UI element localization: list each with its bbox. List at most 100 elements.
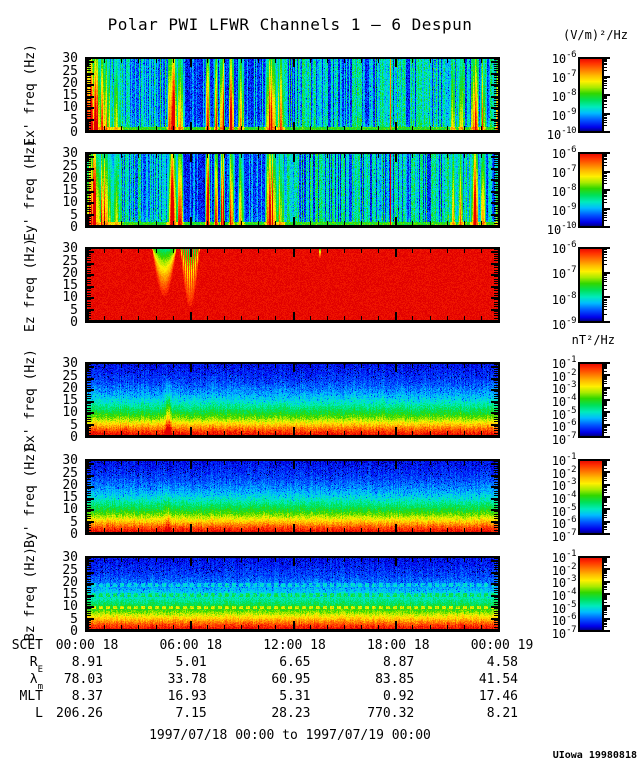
- y-tick-label: 25: [62, 368, 78, 384]
- y-tick-label: 5: [70, 611, 78, 627]
- ephemeris-row-label-r: RE: [29, 655, 43, 675]
- colorbar-tick-label: 10-3: [551, 477, 577, 494]
- y-tick-label: 15: [62, 393, 78, 409]
- ephemeris-row-label-mlt: MLT: [19, 689, 43, 704]
- y-tick-label: 5: [70, 514, 78, 530]
- colorbar-tick-label: 10-8: [551, 183, 577, 199]
- y-tick-label: 30: [62, 453, 78, 469]
- colorbar-canvas-ex: [578, 57, 612, 133]
- colorbar-tick-label: 10-6: [551, 515, 577, 532]
- colorbar-tick-label: 10-5: [551, 599, 577, 616]
- y-tick-label: 20: [62, 380, 78, 396]
- spectrogram-canvas-by: [85, 459, 500, 535]
- y-tick-label: 30: [62, 51, 78, 67]
- spectrogram-canvas-bx: [85, 362, 500, 438]
- y-tick-label: 5: [70, 417, 78, 433]
- colorbar-tick-label: 10-4: [551, 393, 577, 409]
- y-tick-label: 0: [70, 430, 78, 445]
- colorbar-tick-label: 10-10: [546, 221, 577, 237]
- y-tick-label: 25: [62, 465, 78, 481]
- y-tick-label: 10: [62, 100, 78, 116]
- colorbar-canvas-by: [578, 459, 612, 535]
- ephemeris-value: 17.46: [478, 689, 518, 704]
- date-range-label: 1997/07/18 00:00 to 1997/07/19 00:00: [149, 728, 431, 743]
- y-tick-label: 5: [70, 207, 78, 223]
- colorbar-tick-label: 10-9: [551, 202, 577, 218]
- colorbar-tick-label: 10-7: [551, 265, 577, 282]
- ephemeris-value: 8.21: [486, 706, 518, 721]
- y-tick-label: 0: [70, 220, 78, 235]
- ephemeris-value: 770.32: [367, 706, 415, 721]
- electric-units-label: (V/m)²/Hz: [562, 28, 628, 42]
- y-tick-label: 20: [62, 574, 78, 590]
- y-tick-label: 0: [70, 527, 78, 542]
- spectrogram-canvas-ez: [85, 247, 500, 323]
- plot-title: Polar PWI LFWR Channels 1 — 6 Despun: [107, 15, 473, 34]
- x-tick-label: 06:00 18: [159, 638, 223, 653]
- x-tick-label: 12:00 18: [263, 638, 326, 653]
- y-tick-label: 10: [62, 290, 78, 306]
- y-tick-label: 25: [62, 63, 78, 79]
- ephemeris-value: 4.58: [486, 655, 518, 670]
- ephemeris-value: 8.91: [71, 655, 103, 670]
- colorbar-tick-label: 10-6: [551, 50, 577, 66]
- ephemeris-value: 8.37: [71, 689, 103, 704]
- colorbar-canvas-ey: [578, 152, 612, 228]
- colorbar-tick-label: 10-1: [551, 452, 577, 468]
- x-tick-label: 18:00 18: [366, 638, 430, 653]
- ephemeris-row-label-l: L: [35, 706, 43, 721]
- colorbar-canvas-ez: [578, 247, 612, 323]
- colorbar-canvas-bz: [578, 556, 612, 632]
- y-tick-label: 10: [62, 405, 78, 421]
- colorbar-tick-label: 10-3: [551, 574, 577, 591]
- colorbar-canvas-bx: [578, 362, 612, 438]
- y-tick-label: 15: [62, 490, 78, 506]
- colorbar-tick-label: 10-1: [551, 549, 577, 565]
- y-tick-label: 20: [62, 170, 78, 186]
- ephemeris-value: 5.01: [175, 655, 207, 670]
- ephemeris-row-label-scet: SCET: [11, 638, 43, 653]
- colorbar-tick-label: 10-5: [551, 405, 577, 422]
- spectrogram-canvas-ex: [85, 57, 500, 133]
- y-tick-label: 0: [70, 624, 78, 639]
- y-tick-label: 10: [62, 195, 78, 211]
- colorbar-tick-label: 10-9: [551, 107, 577, 123]
- colorbar-tick-label: 10-8: [551, 290, 577, 307]
- ephemeris-value: 41.54: [478, 672, 518, 687]
- colorbar-tick-label: 10-2: [551, 367, 577, 384]
- colorbar-tick-label: 10-5: [551, 502, 577, 519]
- spectrogram-canvas-ey: [85, 152, 500, 228]
- y-tick-label: 5: [70, 302, 78, 318]
- ephemeris-value: 6.65: [279, 655, 311, 670]
- y-tick-label: 30: [62, 241, 78, 257]
- colorbar-tick-label: 10-7: [551, 431, 577, 447]
- y-tick-label: 5: [70, 112, 78, 128]
- colorbar-tick-label: 10-2: [551, 561, 577, 578]
- colorbar-tick-label: 10-6: [551, 418, 577, 435]
- y-tick-label: 30: [62, 146, 78, 162]
- ephemeris-value: 5.31: [279, 689, 311, 704]
- colorbar-tick-label: 10-6: [551, 145, 577, 161]
- colorbar-tick-label: 10-1: [551, 355, 577, 371]
- ephemeris-value: 83.85: [375, 672, 415, 687]
- credit-stamp: UIowa 19980818: [552, 750, 637, 761]
- colorbar-tick-label: 10-6: [551, 240, 577, 256]
- x-tick-label: 00:00 19: [470, 638, 534, 653]
- y-tick-label: 10: [62, 599, 78, 615]
- colorbar-tick-label: 10-4: [551, 587, 577, 603]
- ephemeris-value: 16.93: [167, 689, 207, 704]
- colorbar-tick-label: 10-7: [551, 69, 577, 85]
- x-tick-label: 00:00 18: [55, 638, 119, 653]
- colorbar-tick-label: 10-7: [551, 528, 577, 544]
- y-tick-label: 15: [62, 278, 78, 294]
- y-tick-label: 20: [62, 75, 78, 91]
- y-tick-label: 15: [62, 587, 78, 603]
- colorbar-tick-label: 10-2: [551, 464, 577, 481]
- spectrogram-canvas-bz: [85, 556, 500, 632]
- colorbar-tick-label: 10-6: [551, 612, 577, 629]
- ephemeris-value: 60.95: [271, 672, 311, 687]
- ephemeris-value: 0.92: [382, 689, 415, 704]
- colorbar-tick-label: 10-9: [551, 316, 577, 332]
- y-tick-label: 15: [62, 183, 78, 199]
- colorbar-tick-label: 10-10: [546, 126, 577, 142]
